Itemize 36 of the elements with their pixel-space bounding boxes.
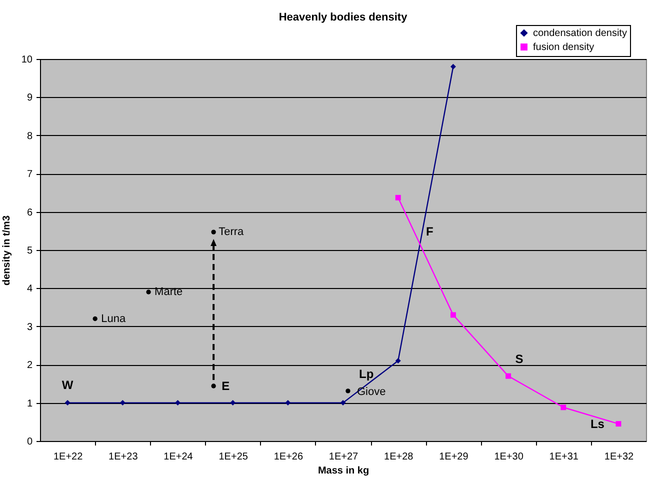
annotation: Giove — [356, 386, 386, 398]
x-tick-label: 1E+29 — [439, 452, 469, 462]
y-tick-label: 5 — [26, 246, 33, 256]
x-tick-label: 1E+32 — [604, 452, 634, 462]
y-axis-title: density in t/m3 — [1, 215, 12, 286]
x-tick-label: 1E+28 — [384, 452, 414, 462]
annotation: Luna — [101, 312, 126, 325]
annotation: Ls — [590, 416, 605, 431]
x-tick-label: 1E+26 — [274, 452, 304, 462]
y-tick-label: 0 — [26, 436, 33, 448]
x-tick-label: 1E+25 — [218, 452, 248, 462]
chart-title: Heavenly bodies density — [278, 12, 408, 24]
x-tick-label: 1E+30 — [494, 452, 524, 462]
x-tick-label: 1E+24 — [164, 452, 194, 462]
y-tick-label: 6 — [26, 207, 33, 218]
y-tick-label: 3 — [26, 322, 33, 333]
y-tick-label: 4 — [26, 284, 33, 295]
annotation: W — [62, 378, 74, 392]
y-tick-label: 8 — [26, 130, 33, 142]
x-tick-label: 1E+31 — [549, 452, 579, 462]
legend-label: fusion density — [533, 42, 594, 53]
y-tick-label: 9 — [26, 92, 33, 104]
annotation: F — [426, 224, 434, 238]
y-tick-label: 1 — [26, 398, 33, 410]
annotation: E — [222, 378, 230, 393]
y-tick-label: 7 — [26, 169, 33, 180]
x-axis-title: Mass in kg — [318, 466, 370, 476]
x-tick-label: 1E+23 — [108, 452, 138, 462]
legend-label: condensation density — [533, 28, 627, 39]
y-tick-label: 10 — [21, 54, 33, 66]
annotation: Lp — [359, 366, 374, 381]
x-tick-label: 1E+27 — [328, 452, 359, 462]
annotation: Terra — [218, 226, 245, 238]
annotation: S — [515, 352, 524, 366]
x-tick-label: 1E+22 — [53, 452, 84, 462]
y-tick-label: 2 — [26, 360, 33, 372]
